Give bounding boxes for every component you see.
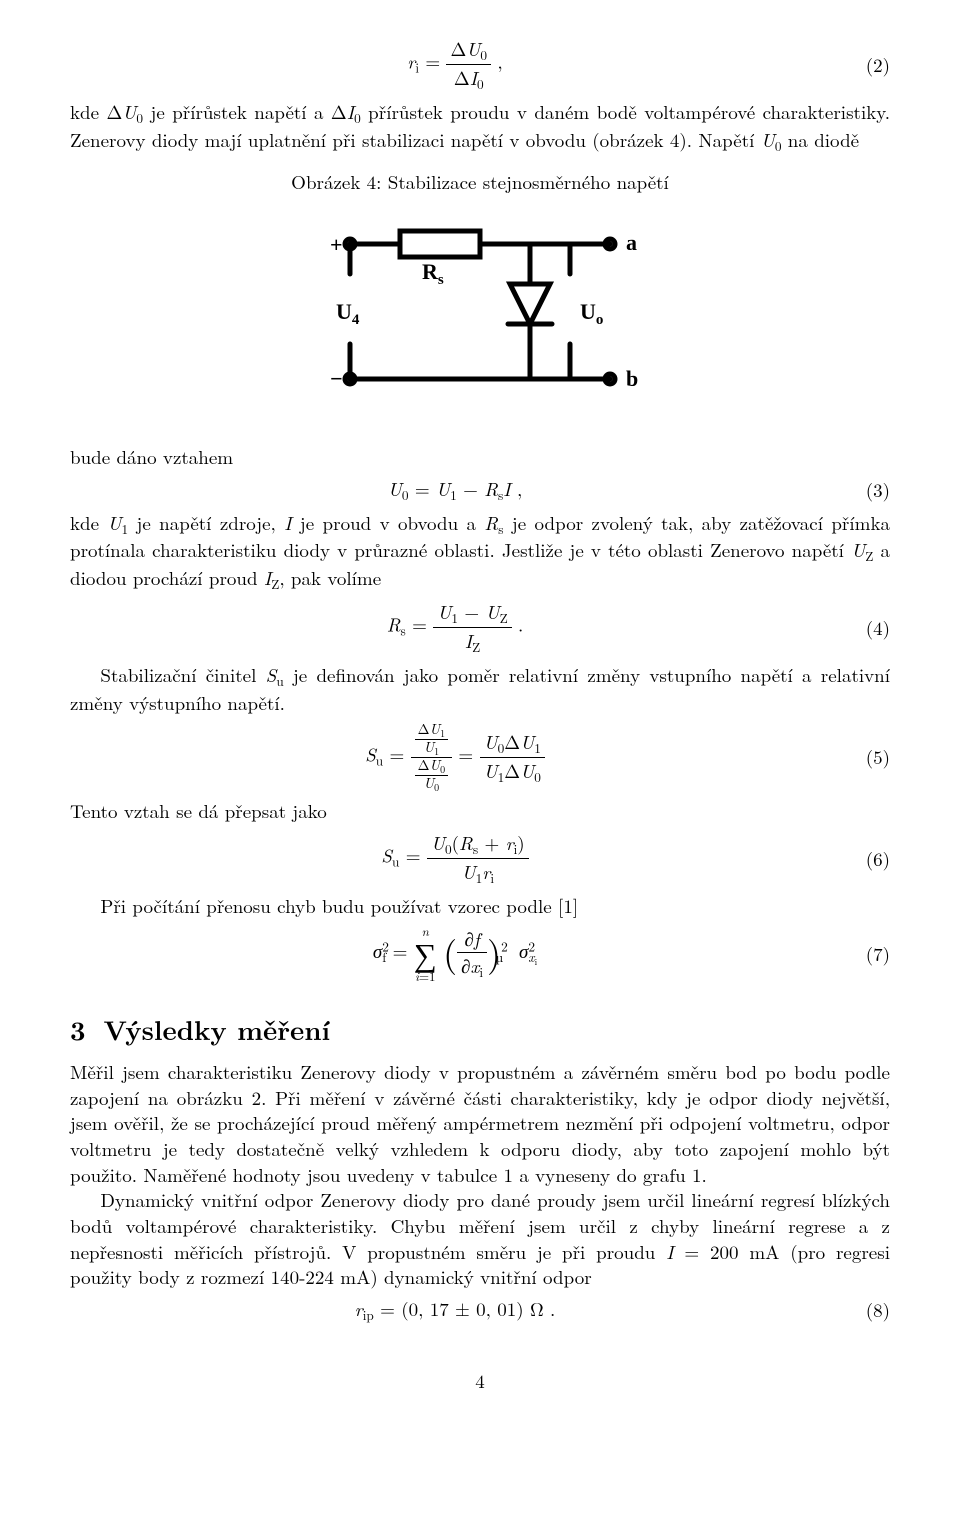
equation-8-number: (8) — [840, 1297, 890, 1323]
equation-4-number: (4) — [840, 615, 890, 641]
equation-7: σ2f = n ∑ i=1 ( ∂f ∂xi )2µ σ2xi (7) — [70, 925, 890, 983]
equation-2: ri = ΔU0 ΔI0 , (2) — [70, 36, 890, 93]
paragraph-stabilizacni: Stabilizační činitel Su je definován jak… — [70, 662, 890, 716]
figure-4-caption: Obrázek 4: Stabilizace stejnosměrného na… — [70, 169, 890, 195]
section-title: Výsledky měření — [104, 1009, 331, 1048]
paragraph-results-1: Měřil jsem charakteristiku Zenerovy diod… — [70, 1059, 890, 1187]
equation-8: rip = (0, 17 ± 0, 01) Ω . (8) — [70, 1296, 890, 1324]
circuit-node-b-label: b — [626, 366, 638, 391]
page-number: 4 — [70, 1368, 890, 1394]
equation-6-number: (6) — [840, 846, 890, 872]
paragraph-results-2: Dynamický vnitřní odpor Zenerovy diody p… — [70, 1187, 890, 1290]
circuit-svg: + − a b U4 Uo Rs — [300, 204, 660, 414]
paragraph-bude-dano: bude dáno vztahem — [70, 444, 890, 470]
section-number: 3 — [70, 1009, 86, 1048]
equation-2-number: (2) — [840, 52, 890, 78]
equation-2-body: ri = ΔU0 ΔI0 , — [70, 36, 840, 93]
circuit-plus-label: + — [330, 232, 343, 257]
circuit-node-a-label: a — [626, 230, 637, 255]
equation-6: Su = U0(Rs + ri) U1ri (6) — [70, 830, 890, 887]
circuit-u4-label: U4 — [336, 299, 360, 328]
figure-4-circuit: + − a b U4 Uo Rs — [70, 204, 890, 420]
equation-3-number: (3) — [840, 477, 890, 503]
paragraph-after-eq2: kde ΔU0 je přírůstek napětí a ΔI0 přírůs… — [70, 99, 890, 155]
equation-5-number: (5) — [840, 744, 890, 770]
equation-3: U0 = U1 − RsI , (3) — [70, 476, 890, 504]
equation-4: Rs = U1 − UZ IZ . (4) — [70, 599, 890, 656]
equation-7-number: (7) — [840, 941, 890, 967]
circuit-minus-label: − — [330, 366, 343, 391]
paragraph-tento-vztah: Tento vztah se dá přepsat jako — [70, 798, 890, 824]
paragraph-after-eq3: kde U1 je napětí zdroje, I je proud v ob… — [70, 510, 890, 594]
circuit-uo-label: Uo — [580, 299, 603, 328]
equation-5: Su = ΔU1 U1 ΔU0 U0 = U0ΔU1 U1ΔU0 (5) — [70, 722, 890, 793]
circuit-rs-label: Rs — [422, 259, 444, 288]
paragraph-prenos-chyb: Při počítání přenosu chyb budu používat … — [70, 893, 890, 919]
section-3-heading: 3 Výsledky měření — [70, 1011, 890, 1047]
